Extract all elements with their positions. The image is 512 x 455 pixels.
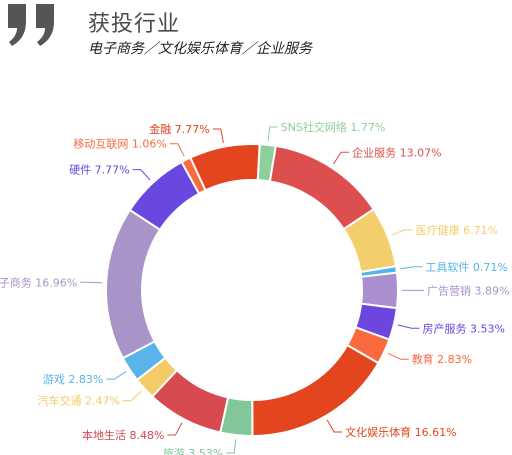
slice-label-0: SNS社交网络 1.77% — [281, 120, 386, 134]
slice-label-2: 医疗健康 6.71% — [416, 223, 498, 237]
slice-label-10: 汽车交通 2.47% — [38, 394, 120, 408]
slices — [105, 143, 399, 438]
slice-15[interactable] — [189, 143, 261, 192]
slice-label-15: 金融 7.77% — [149, 122, 209, 136]
slice-label-14: 移动互联网 1.06% — [73, 138, 166, 151]
leader-line-8 — [226, 439, 237, 454]
leader-line-1 — [333, 151, 350, 165]
leader-line-3 — [400, 266, 423, 270]
quote-icon — [8, 4, 54, 46]
slice-label-6: 教育 2.83% — [412, 352, 472, 366]
leader-line-9 — [167, 422, 183, 436]
leader-line-14 — [169, 143, 185, 157]
slice-label-11: 游戏 2.83% — [43, 373, 103, 386]
slice-label-5: 房产服务 3.53% — [422, 321, 504, 335]
leader-line-0 — [267, 126, 278, 141]
slice-7[interactable] — [251, 343, 380, 438]
slice-4[interactable] — [360, 271, 399, 310]
leader-line-5 — [397, 324, 420, 329]
leader-line-11 — [106, 371, 127, 380]
leader-line-2 — [391, 229, 413, 236]
slice-label-12: 电子商务 16.96% — [0, 275, 77, 289]
chart-subtitle: 电子商务／文化娱乐体育／企业服务 — [88, 41, 312, 57]
slice-label-4: 广告营销 3.89% — [427, 283, 509, 297]
leader-line-7 — [326, 419, 343, 433]
leader-line-13 — [132, 169, 151, 181]
slice-label-3: 工具软件 0.71% — [425, 260, 507, 274]
leader-line-12 — [80, 281, 103, 284]
leader-line-6 — [387, 352, 409, 360]
leader-line-10 — [123, 390, 142, 402]
chart-title: 获投行业 — [88, 12, 181, 37]
leader-line-15 — [212, 128, 224, 143]
slice-label-7: 文化娱乐体育 16.61% — [345, 425, 456, 439]
slice-label-13: 硬件 7.77% — [69, 164, 129, 177]
slice-12[interactable] — [105, 208, 162, 360]
slice-labels: SNS社交网络 1.77% 企业服务 13.07% 医疗健康 6.71% 工具软件 0… — [0, 120, 509, 455]
slice-label-1: 企业服务 13.07% — [352, 145, 441, 159]
slice-label-9: 本地生活 8.48% — [82, 428, 164, 442]
slice-label-8: 旅游 3.53% — [163, 446, 223, 455]
